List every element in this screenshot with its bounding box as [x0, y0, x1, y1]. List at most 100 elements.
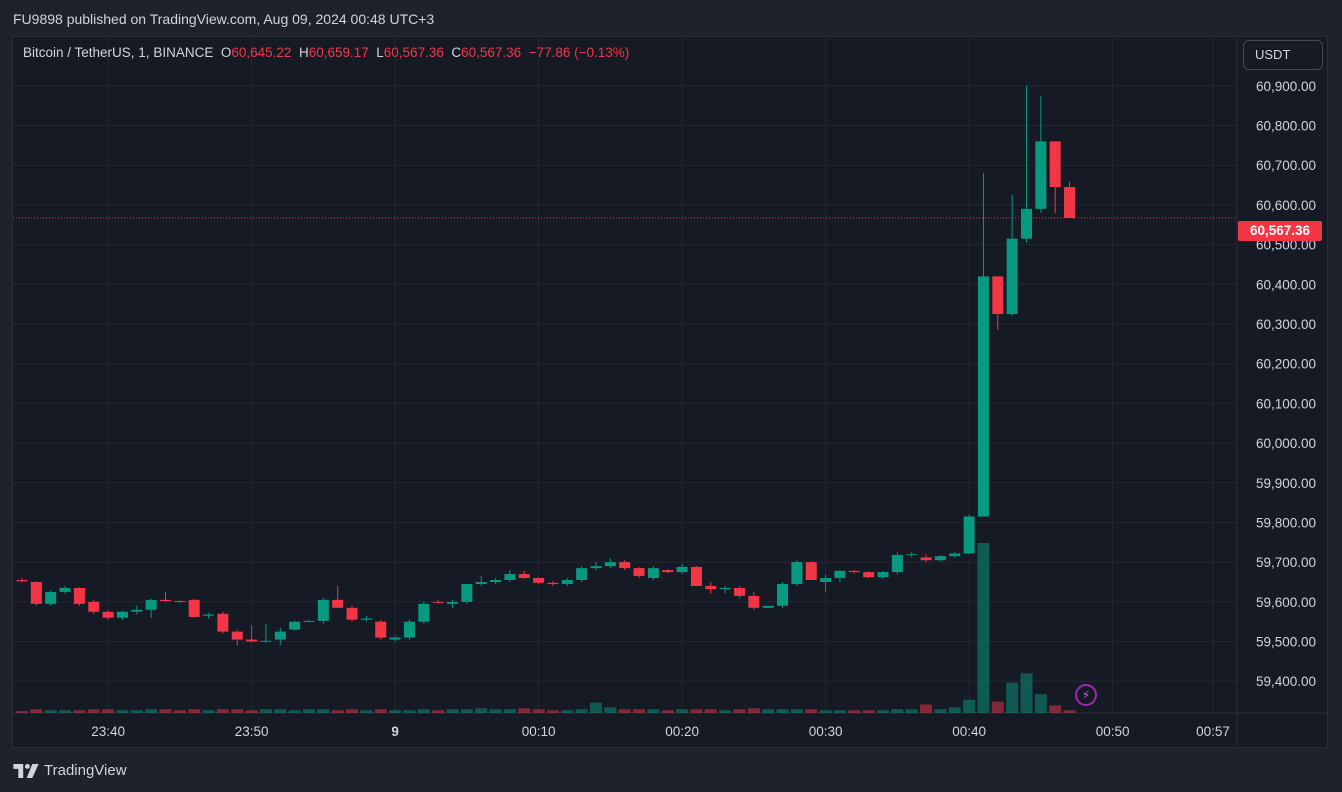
candle-body[interactable]: [102, 611, 114, 618]
candle-body[interactable]: [389, 637, 401, 640]
x-tick-label: 00:30: [809, 724, 843, 739]
volume-bar: [590, 702, 602, 713]
candle-body[interactable]: [805, 562, 817, 581]
candle-body[interactable]: [619, 562, 631, 569]
volume-bar: [16, 711, 28, 713]
volume-bar: [317, 709, 330, 713]
candle-body[interactable]: [131, 609, 143, 612]
candle-body[interactable]: [690, 566, 702, 586]
candle-body[interactable]: [289, 621, 301, 630]
candle-body[interactable]: [734, 587, 745, 596]
candle-body[interactable]: [920, 557, 932, 561]
candle-body[interactable]: [188, 599, 200, 617]
candle-body[interactable]: [561, 580, 573, 584]
candle-body[interactable]: [260, 640, 272, 642]
candle-body[interactable]: [820, 578, 832, 583]
candle-body[interactable]: [88, 601, 100, 612]
candle-body[interactable]: [977, 276, 989, 517]
volume-bar: [245, 710, 258, 713]
candle-body[interactable]: [647, 568, 659, 579]
candle-body[interactable]: [490, 580, 502, 583]
candle-body[interactable]: [705, 585, 717, 590]
lightning-icon[interactable]: ⚡: [1075, 684, 1097, 706]
candle-body[interactable]: [533, 578, 545, 583]
volume-bar: [130, 710, 143, 713]
candle-body[interactable]: [16, 580, 28, 582]
y-tick-label: 59,600.00: [1256, 595, 1316, 610]
candle-body[interactable]: [145, 599, 157, 610]
candle-body[interactable]: [346, 607, 358, 620]
volume-bar: [259, 709, 272, 713]
candle-body[interactable]: [877, 572, 889, 578]
candle-body[interactable]: [504, 574, 516, 581]
candle-body[interactable]: [547, 582, 559, 584]
candle-body[interactable]: [375, 621, 387, 638]
candle-body[interactable]: [231, 631, 243, 640]
candle-body[interactable]: [676, 566, 688, 573]
candle-body[interactable]: [791, 562, 803, 584]
candle-body[interactable]: [906, 554, 918, 556]
volume-bar: [963, 699, 976, 713]
candle-body[interactable]: [174, 601, 186, 603]
candle-body[interactable]: [949, 553, 961, 557]
volume-bar: [661, 710, 674, 713]
candle-body[interactable]: [30, 582, 42, 604]
candle-body[interactable]: [418, 603, 430, 622]
candle-body[interactable]: [748, 595, 760, 608]
candle-body[interactable]: [246, 639, 258, 642]
candle-body[interactable]: [963, 516, 975, 554]
candle-body[interactable]: [45, 591, 57, 604]
volume-bar: [1006, 682, 1019, 713]
candle-body[interactable]: [332, 599, 344, 608]
y-tick-label: 59,900.00: [1256, 476, 1316, 491]
candle-body[interactable]: [633, 568, 645, 577]
volume-bar: [44, 710, 57, 713]
candle-body[interactable]: [217, 613, 229, 632]
candle-body[interactable]: [576, 568, 588, 581]
candle-body[interactable]: [203, 614, 215, 616]
symbol-label[interactable]: Bitcoin / TetherUS, 1, BINANCE: [23, 45, 214, 60]
candle-body[interactable]: [461, 583, 473, 602]
y-tick-label: 60,900.00: [1256, 79, 1316, 94]
chart-frame[interactable]: [12, 36, 1328, 748]
x-tick-label: 23:50: [235, 724, 269, 739]
candle-body[interactable]: [863, 572, 875, 578]
volume-bar: [489, 709, 502, 713]
candle-body[interactable]: [432, 601, 444, 603]
candle-body[interactable]: [1064, 187, 1076, 219]
candle-body[interactable]: [317, 599, 329, 621]
candle-body[interactable]: [934, 556, 946, 561]
volume-bar: [991, 701, 1004, 713]
candle-body[interactable]: [848, 570, 860, 573]
candle-body[interactable]: [59, 587, 71, 592]
candle-body[interactable]: [1035, 141, 1047, 209]
candle-body[interactable]: [604, 562, 616, 567]
candle-body[interactable]: [1006, 238, 1018, 315]
candle-body[interactable]: [762, 605, 774, 608]
candle-body[interactable]: [360, 618, 372, 620]
candle-body[interactable]: [518, 574, 530, 579]
candle-body[interactable]: [891, 555, 903, 573]
volume-bar: [389, 710, 402, 713]
volume-bar: [862, 710, 875, 713]
candle-body[interactable]: [160, 599, 171, 602]
candle-body[interactable]: [662, 570, 674, 573]
candle-body[interactable]: [116, 611, 128, 618]
candle-body[interactable]: [1021, 208, 1032, 239]
candle-body[interactable]: [992, 276, 1004, 315]
candle-body[interactable]: [274, 631, 286, 640]
candle-body[interactable]: [403, 621, 415, 638]
candle-body[interactable]: [777, 583, 789, 606]
candle-body[interactable]: [447, 601, 458, 604]
candle-body[interactable]: [1049, 141, 1061, 188]
candle-body[interactable]: [834, 570, 846, 579]
candle-body[interactable]: [719, 587, 731, 590]
candle-body[interactable]: [303, 620, 315, 622]
candle-body[interactable]: [475, 582, 487, 584]
currency-button[interactable]: USDT: [1243, 40, 1323, 70]
candle-body[interactable]: [590, 566, 602, 569]
y-tick-label: 60,000.00: [1256, 436, 1316, 451]
candle-body[interactable]: [73, 587, 85, 604]
close-label: C: [451, 45, 462, 60]
